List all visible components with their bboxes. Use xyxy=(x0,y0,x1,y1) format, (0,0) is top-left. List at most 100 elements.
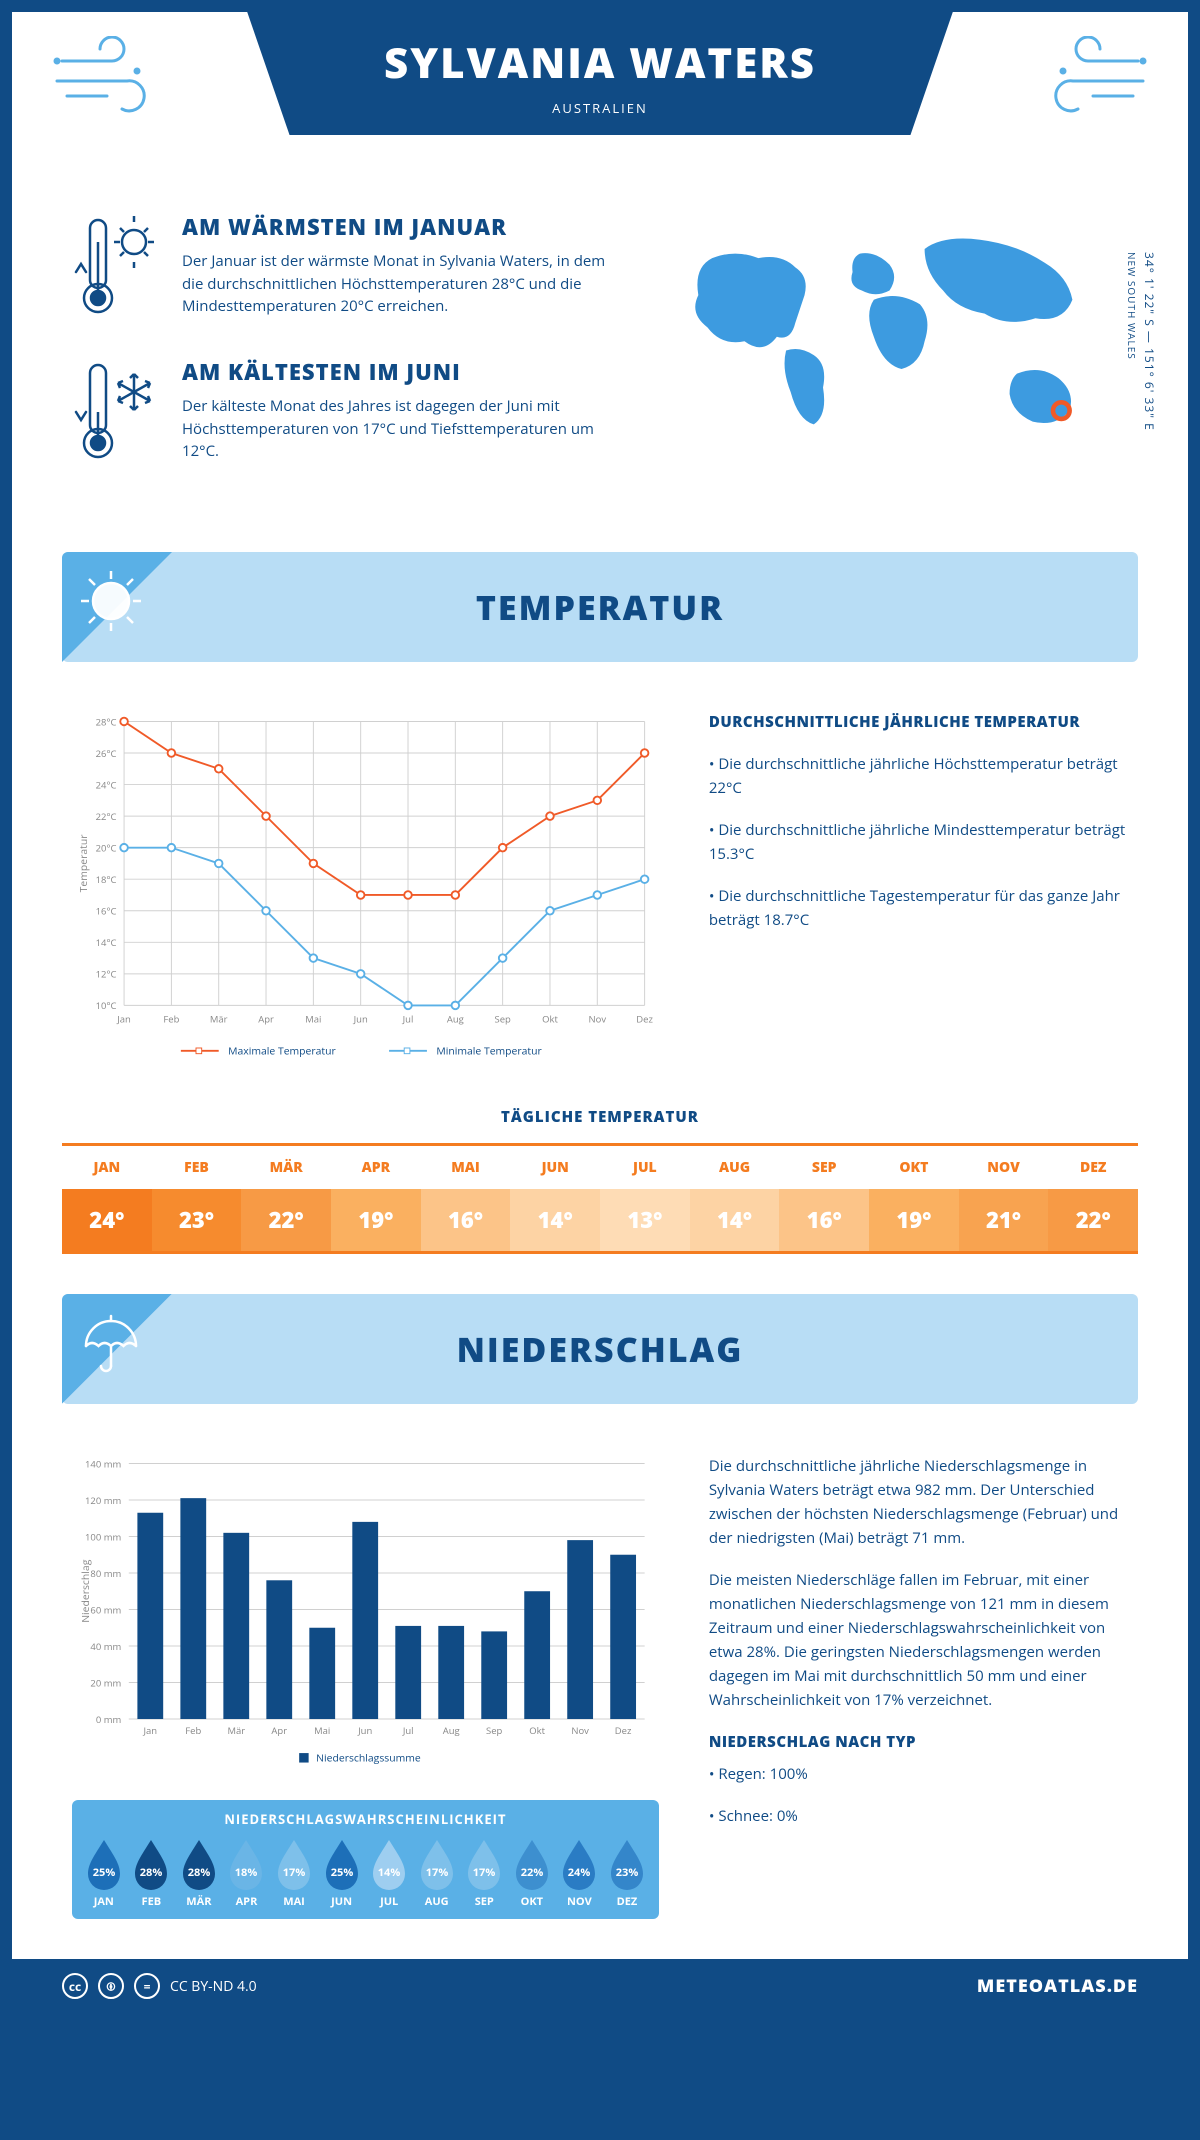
precip-drop: 25%JUN xyxy=(322,1838,362,1909)
svg-text:10°C: 10°C xyxy=(96,999,117,1012)
svg-text:Apr: Apr xyxy=(258,1012,274,1025)
svg-text:Maximale Temperatur: Maximale Temperatur xyxy=(228,1045,336,1059)
svg-text:Sep: Sep xyxy=(495,1012,511,1025)
svg-text:28°C: 28°C xyxy=(96,715,117,728)
warmest-block: AM WÄRMSTEN IM JANUAR Der Januar ist der… xyxy=(72,212,626,327)
daily-cell: AUG14° xyxy=(690,1146,780,1251)
svg-text:Minimale Temperatur: Minimale Temperatur xyxy=(436,1045,542,1059)
svg-text:17%: 17% xyxy=(473,1865,496,1880)
precip-drop: 23%DEZ xyxy=(607,1838,647,1909)
svg-text:40 mm: 40 mm xyxy=(90,1639,121,1652)
daily-cell: OKT19° xyxy=(869,1146,959,1251)
svg-text:100 mm: 100 mm xyxy=(85,1530,121,1543)
thermometer-sun-icon xyxy=(72,212,162,327)
precip-drop: 18%APR xyxy=(226,1838,266,1909)
svg-text:28%: 28% xyxy=(188,1865,211,1880)
svg-text:Dez: Dez xyxy=(615,1724,632,1737)
thermometer-snow-icon xyxy=(72,357,162,472)
svg-text:22%: 22% xyxy=(521,1865,544,1880)
svg-text:Jan: Jan xyxy=(142,1724,157,1737)
sun-icon xyxy=(76,566,146,636)
cc-icon: cc xyxy=(62,1973,88,1999)
svg-text:17%: 17% xyxy=(283,1865,306,1880)
nd-icon: = xyxy=(134,1973,160,1999)
warmest-text: Der Januar ist der wärmste Monat in Sylv… xyxy=(182,250,626,318)
coordinates: 34° 1' 22" S — 151° 6' 33" E NEW SOUTH W… xyxy=(1124,252,1158,431)
umbrella-icon xyxy=(76,1308,146,1378)
svg-text:23%: 23% xyxy=(616,1865,639,1880)
coldest-block: AM KÄLTESTEN IM JUNI Der kälteste Monat … xyxy=(72,357,626,472)
daily-cell: FEB23° xyxy=(152,1146,242,1251)
svg-text:60 mm: 60 mm xyxy=(90,1603,121,1616)
daily-temp-title: TÄGLICHE TEMPERATUR xyxy=(12,1107,1188,1127)
svg-text:25%: 25% xyxy=(330,1865,353,1880)
brand: METEOATLAS.DE xyxy=(977,1974,1138,1998)
precip-drop: 28%MÄR xyxy=(179,1838,219,1909)
svg-text:140 mm: 140 mm xyxy=(85,1457,121,1470)
svg-text:26°C: 26°C xyxy=(96,747,117,760)
page: SYLVANIA WATERS AUSTRALIEN AM WÄRMSTEN I… xyxy=(0,0,1200,2025)
section-bar-precip: NIEDERSCHLAG xyxy=(62,1294,1138,1404)
svg-text:Jul: Jul xyxy=(402,1724,414,1737)
svg-text:Dez: Dez xyxy=(636,1012,653,1025)
svg-text:20°C: 20°C xyxy=(96,841,117,854)
temperature-summary: DURCHSCHNITTLICHE JÄHRLICHE TEMPERATUR •… xyxy=(709,712,1128,1077)
svg-text:Apr: Apr xyxy=(271,1724,287,1737)
svg-text:0 mm: 0 mm xyxy=(96,1712,121,1725)
daily-cell: NOV21° xyxy=(959,1146,1049,1251)
svg-text:Mär: Mär xyxy=(210,1012,228,1025)
warmest-title: AM WÄRMSTEN IM JANUAR xyxy=(182,212,626,242)
section-bar-temperature: TEMPERATUR xyxy=(62,552,1138,662)
svg-text:18°C: 18°C xyxy=(96,873,117,886)
wind-icon-left xyxy=(52,36,172,121)
svg-text:14°C: 14°C xyxy=(96,936,117,949)
svg-text:18%: 18% xyxy=(235,1865,258,1880)
svg-text:12°C: 12°C xyxy=(96,968,117,981)
daily-cell: JAN24° xyxy=(62,1146,152,1251)
svg-text:Jul: Jul xyxy=(402,1012,414,1025)
footer: cc 🅯 = CC BY-ND 4.0 METEOATLAS.DE xyxy=(12,1959,1188,2013)
svg-text:Mär: Mär xyxy=(227,1724,245,1737)
license-text: CC BY-ND 4.0 xyxy=(170,1977,257,1996)
temperature-line-chart: 10°C 12°C 14°C 16°C 18°C 20°C 22°C 24°C 26°C 28°C… xyxy=(72,712,659,1077)
world-map: 34° 1' 22" S — 151° 6' 33" E NEW SOUTH W… xyxy=(666,212,1128,502)
svg-text:16°C: 16°C xyxy=(96,905,117,918)
coldest-title: AM KÄLTESTEN IM JUNI xyxy=(182,357,626,387)
svg-text:14%: 14% xyxy=(378,1865,401,1880)
location-subtitle: AUSTRALIEN xyxy=(247,99,953,117)
precip-probability-panel: NIEDERSCHLAGSWAHRSCHEINLICHKEIT 25%JAN28… xyxy=(72,1800,659,1919)
svg-text:Aug: Aug xyxy=(447,1012,464,1025)
svg-text:22°C: 22°C xyxy=(96,810,117,823)
daily-cell: DEZ22° xyxy=(1048,1146,1138,1251)
precip-drop: 24%NOV xyxy=(559,1838,599,1909)
precip-drop: 17%MAI xyxy=(274,1838,314,1909)
precip-drop: 17%SEP xyxy=(464,1838,504,1909)
svg-text:28%: 28% xyxy=(140,1865,163,1880)
svg-text:Jun: Jun xyxy=(353,1012,368,1025)
svg-text:17%: 17% xyxy=(425,1865,448,1880)
precip-drop: 22%OKT xyxy=(512,1838,552,1909)
svg-text:Mai: Mai xyxy=(305,1012,321,1025)
svg-text:Mai: Mai xyxy=(314,1724,330,1737)
svg-text:24°C: 24°C xyxy=(96,778,117,791)
section-title-temp: TEMPERATUR xyxy=(476,584,724,630)
location-title: SYLVANIA WATERS xyxy=(247,34,953,91)
precip-bar-chart: 0 mm 20 mm 40 mm 60 mm 80 mm 100 mm 120 mm 140 … xyxy=(72,1454,659,1781)
precip-summary: Die durchschnittliche jährliche Niedersc… xyxy=(709,1454,1128,1920)
svg-text:Nov: Nov xyxy=(571,1724,589,1737)
svg-text:Niederschlag: Niederschlag xyxy=(79,1559,93,1623)
svg-text:Aug: Aug xyxy=(443,1724,460,1737)
daily-temp-table: JAN24°FEB23°MÄR22°APR19°MAI16°JUN14°JUL1… xyxy=(62,1143,1138,1254)
precip-drop: 14%JUL xyxy=(369,1838,409,1909)
svg-text:20 mm: 20 mm xyxy=(90,1676,121,1689)
svg-text:Okt: Okt xyxy=(542,1012,558,1025)
svg-text:Temperatur: Temperatur xyxy=(77,834,91,893)
svg-text:120 mm: 120 mm xyxy=(85,1493,121,1506)
section-title-precip: NIEDERSCHLAG xyxy=(457,1326,744,1372)
precip-drop: 25%JAN xyxy=(84,1838,124,1909)
precip-drop: 17%AUG xyxy=(417,1838,457,1909)
by-icon: 🅯 xyxy=(98,1973,124,1999)
svg-text:Jun: Jun xyxy=(357,1724,372,1737)
svg-text:80 mm: 80 mm xyxy=(90,1566,121,1579)
svg-text:Sep: Sep xyxy=(486,1724,502,1737)
